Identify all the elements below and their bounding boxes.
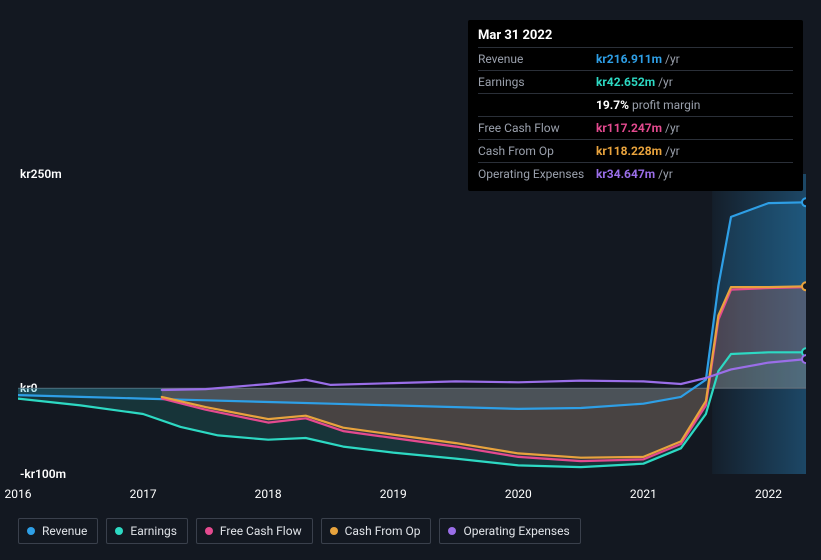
- x-axis-tick: 2021: [630, 487, 657, 501]
- tooltip-metric-label: Operating Expenses: [478, 166, 596, 182]
- chart-legend: Revenue Earnings Free Cash Flow Cash From O…: [18, 518, 581, 544]
- legend-swatch: [330, 527, 338, 535]
- legend-item-earnings[interactable]: Earnings: [106, 518, 188, 544]
- legend-swatch: [115, 527, 123, 535]
- tooltip-metric-label: Free Cash Flow: [478, 120, 596, 136]
- legend-swatch: [27, 527, 35, 535]
- tooltip-metric-suffix: profit margin: [632, 98, 700, 112]
- tooltip-metric-value: kr118.228m: [596, 144, 662, 158]
- x-axis-tick: 2016: [5, 487, 32, 501]
- legend-label: Revenue: [42, 524, 87, 538]
- x-axis-tick: 2018: [255, 487, 282, 501]
- tooltip-metric-label: Earnings: [478, 74, 596, 90]
- legend-item-cfo[interactable]: Cash From Op: [321, 518, 432, 544]
- legend-label: Operating Expenses: [463, 524, 569, 538]
- tooltip-metric-label: [478, 97, 596, 113]
- tooltip-metric-value: kr34.647m: [596, 167, 655, 181]
- x-axis-tick: 2022: [755, 487, 782, 501]
- tooltip-row: Free Cash Flowkr117.247m/yr: [478, 116, 793, 139]
- legend-swatch: [205, 527, 213, 535]
- tooltip-metric-value: kr117.247m: [596, 121, 662, 135]
- tooltip-row: Revenuekr216.911m/yr: [478, 47, 793, 70]
- tooltip-metric-suffix: /yr: [665, 52, 680, 66]
- tooltip-metric-value: kr216.911m: [596, 52, 662, 66]
- tooltip-metric-value: 19.7%: [596, 98, 629, 112]
- area-revenue: [18, 202, 806, 409]
- legend-label: Earnings: [130, 524, 177, 538]
- end-marker-revenue: [802, 198, 806, 206]
- legend-label: Cash From Op: [345, 524, 421, 538]
- tooltip-metric-suffix: /yr: [665, 144, 680, 158]
- tooltip-metric-label: Revenue: [478, 51, 596, 67]
- end-marker-opex: [802, 355, 806, 363]
- legend-label: Free Cash Flow: [220, 524, 302, 538]
- tooltip-metric-suffix: /yr: [658, 75, 673, 89]
- line-revenue: [18, 202, 806, 409]
- legend-item-opex[interactable]: Operating Expenses: [439, 518, 580, 544]
- tooltip-metric-suffix: /yr: [665, 121, 680, 135]
- legend-item-fcf[interactable]: Free Cash Flow: [196, 518, 313, 544]
- tooltip-row: 19.7%profit margin: [478, 93, 793, 116]
- legend-swatch: [448, 527, 456, 535]
- tooltip-row: Earningskr42.652m/yr: [478, 70, 793, 93]
- financials-chart: kr250mkr0-kr100m 20162017201820192020202…: [18, 160, 806, 480]
- tooltip-metric-suffix: /yr: [658, 167, 673, 181]
- tooltip-date: Mar 31 2022: [478, 28, 793, 47]
- tooltip-metric-value: kr42.652m: [596, 75, 655, 89]
- x-axis-tick: 2020: [505, 487, 532, 501]
- x-axis-tick: 2017: [130, 487, 157, 501]
- end-marker-cfo: [802, 282, 806, 290]
- tooltip-metric-label: Cash From Op: [478, 143, 596, 159]
- tooltip-row: Operating Expenseskr34.647m/yr: [478, 162, 793, 185]
- x-axis-tick: 2019: [380, 487, 407, 501]
- chart-plot-area[interactable]: [18, 174, 806, 474]
- chart-tooltip: Mar 31 2022 Revenuekr216.911m/yrEarnings…: [468, 20, 803, 191]
- legend-item-revenue[interactable]: Revenue: [18, 518, 98, 544]
- tooltip-row: Cash From Opkr118.228m/yr: [478, 139, 793, 162]
